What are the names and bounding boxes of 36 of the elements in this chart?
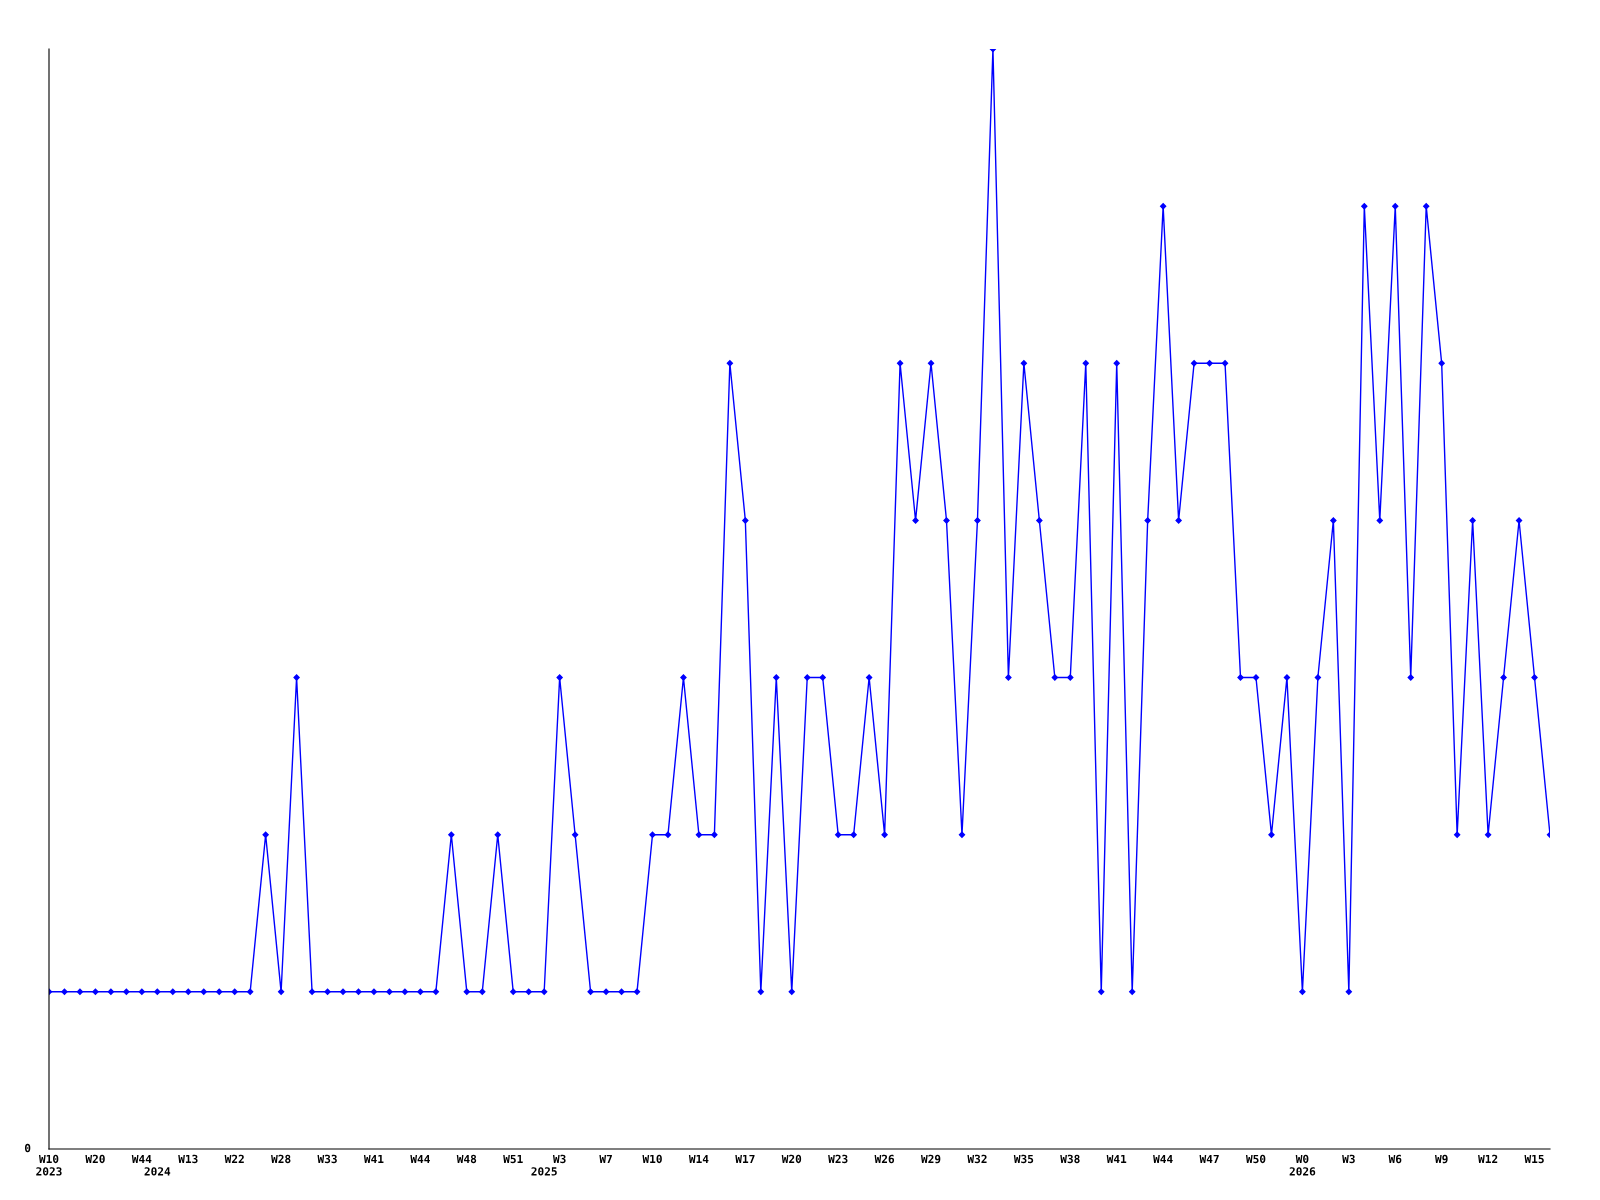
x-tick-label: W6 [1388,1154,1402,1164]
x-tick-label: W10 [642,1154,662,1164]
x-tick-label: W47 [1199,1154,1219,1163]
x-tick-label: W22 [224,1154,244,1163]
x-tick-label: W28 [271,1154,291,1164]
x-tick-label: W17 [735,1154,755,1163]
x-tick-label: W33 [317,1154,337,1164]
x-tick-label: 2024 [144,1167,171,1176]
x-tick-label: 2025 [531,1167,557,1176]
x-tick-label: W13 [178,1154,198,1164]
x-tick-label: W48 [456,1154,477,1164]
x-tick-label: W7 [599,1154,612,1163]
x-tick-label: W44 [131,1154,152,1163]
x-tick-label: W0 2026 [1289,1154,1316,1176]
x-tick-label: W12 [1478,1154,1498,1163]
x-tick-label: W32 [967,1154,987,1164]
x-tick-label: W35 [1013,1154,1034,1164]
x-tick-label: W29 [921,1154,941,1164]
x-tick-label: W23 [828,1154,848,1164]
x-tick-label: W15 [1524,1154,1544,1164]
x-tick-label: W3 [552,1154,566,1164]
x-tick-label: W44 [410,1154,430,1163]
x-tick-label: W10 2023 [36,1154,62,1176]
x-tick-label: W3 [1342,1154,1355,1164]
x-tick-label: W44 [1153,1154,1173,1163]
x-tick-label: W51 [503,1154,523,1164]
x-tick-label: W41 [363,1154,384,1163]
x-tick-label: W20 [85,1154,105,1164]
x-tick-label: W38 [1060,1154,1080,1164]
x-tick-label: W14 [688,1154,709,1163]
text: 0 [24,1143,31,1153]
x-tick-label: W41 [1106,1154,1127,1163]
x-tick-label: W9 [1434,1154,1448,1164]
x-tick-label: W26 [874,1154,895,1164]
x-tick-label: W20 [781,1154,802,1164]
x-tick-label: W50 [1245,1154,1266,1164]
